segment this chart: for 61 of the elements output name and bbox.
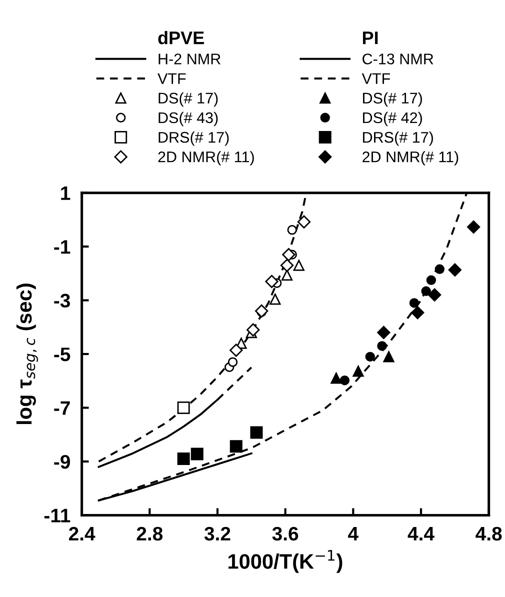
point (265, 274, 278, 288)
point (250, 426, 263, 439)
point (330, 372, 342, 384)
y-tick-label: -9 (54, 454, 70, 469)
y-tick-label: 1 (61, 186, 70, 200)
x-tick-label: 3.6 (272, 526, 298, 541)
legend-label: H-2 NMR (158, 54, 220, 64)
legend-label: C-13 NMR (362, 54, 434, 64)
point (297, 215, 311, 228)
point (377, 341, 387, 351)
point (365, 352, 375, 362)
legend-label: 2D NMR(# 11) (362, 151, 458, 166)
point (280, 258, 294, 272)
y-tick-label: -11 (44, 508, 70, 522)
legend-label: DS(# 42) (363, 112, 422, 126)
legend-label: DRS(# 17) (363, 132, 433, 146)
point (293, 260, 304, 271)
x-tick-label: 2.8 (136, 526, 163, 541)
point (177, 452, 190, 466)
legend-label: 2D NMR(# 11) (158, 151, 254, 166)
point (190, 448, 204, 460)
y-tick-label: -1 (54, 240, 70, 254)
point (377, 326, 390, 340)
point (230, 440, 242, 453)
point (383, 351, 394, 362)
y-tick-label: -5 (54, 348, 70, 362)
point (246, 323, 260, 336)
x-tick-label: 3.2 (204, 526, 230, 541)
point (177, 402, 190, 414)
point (287, 225, 297, 235)
point (230, 344, 243, 357)
point (409, 298, 420, 308)
point (421, 286, 431, 296)
y-tick-label: -3 (54, 294, 70, 308)
x-axis-title: 1000/T(K$^{−1}$) (228, 550, 342, 573)
point (426, 275, 436, 286)
point (466, 220, 480, 234)
legend-label: VTF (362, 73, 390, 84)
point (434, 264, 445, 274)
point (270, 294, 281, 305)
text: dPVE (158, 30, 204, 44)
point (340, 375, 350, 386)
x-tick-label: 2.4 (68, 526, 96, 540)
y-axis-title: log τ$_{seg,c}$ (sec) (16, 284, 38, 424)
point (352, 366, 364, 377)
y-tick-label: -7 (54, 401, 70, 415)
legend-label: VTF (158, 73, 186, 84)
x-tick-label: 4.8 (476, 526, 502, 541)
text: PI (362, 32, 378, 44)
x-tick-label: 4.4 (408, 527, 434, 540)
point (254, 304, 268, 318)
legend-label: DS(# 43) (158, 112, 218, 126)
legend-label: DRS(# 17) (158, 132, 229, 146)
point (428, 288, 442, 302)
point (282, 248, 296, 262)
point (411, 306, 424, 320)
point (448, 263, 462, 277)
legend-label: DS(# 17) (158, 92, 218, 107)
x-tick-label: 4 (348, 527, 358, 540)
point (228, 357, 238, 367)
legend-label: DS(# 17) (363, 92, 422, 107)
